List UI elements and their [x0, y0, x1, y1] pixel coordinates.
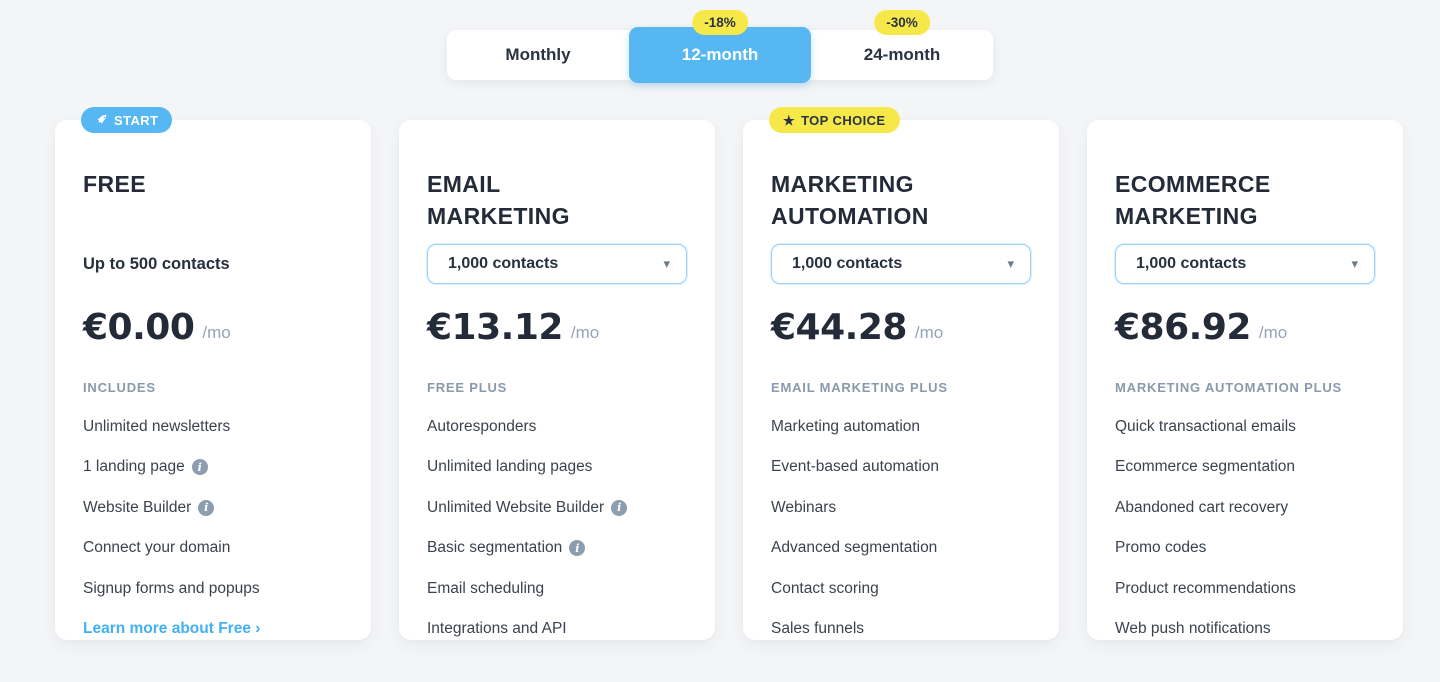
tab-monthly[interactable]: Monthly [447, 30, 629, 80]
feature-item: Quick transactional emails [1115, 417, 1296, 435]
feature-item: Promo codes [1115, 539, 1207, 556]
feature-item: Unlimited landing pages [427, 458, 593, 475]
features-header: INCLUDES [83, 380, 156, 395]
star-icon: ★ [783, 112, 796, 128]
feature-item: Event-based automation [771, 458, 940, 475]
tab-24-month-label: 24-month [863, 45, 941, 64]
feature-item: Abandoned cart recovery [1115, 498, 1289, 516]
feature-item: Marketing automation [771, 417, 921, 435]
features-header: FREE PLUS [427, 380, 508, 395]
feature-item: Basic segmentation i [427, 539, 687, 557]
feature-item: Web push notifications [1115, 620, 1271, 637]
feature-item: Unlimited Website Builder i [427, 499, 687, 517]
price-period: /mo [914, 323, 944, 342]
contacts-dropdown-value: 1,000 contacts [1136, 255, 1247, 272]
plan-title-line2: AUTOMATION [771, 203, 929, 229]
feature-item: Signup forms and popups [83, 579, 260, 597]
tab-12-month[interactable]: -18% 12-month [629, 10, 811, 83]
feature-link-item: Learn more about Free › [83, 620, 343, 638]
plan-card-email-marketing: EMAIL MARKETING 1,000 contacts ▾ €13.12 … [399, 120, 715, 640]
plan-title-line1: EMAIL [427, 171, 501, 197]
chevron-down-icon: ▾ [663, 256, 670, 271]
contacts-dropdown-value: 1,000 contacts [448, 255, 559, 272]
contacts-row: 1,000 contacts ▾ [1115, 244, 1375, 284]
chevron-down-icon: ▾ [1351, 256, 1358, 271]
chevron-down-icon: ▾ [1007, 256, 1014, 271]
contacts-dropdown[interactable]: 1,000 contacts ▾ [1115, 244, 1375, 284]
plan-title-line2: MARKETING [1115, 203, 1258, 229]
discount-badge-12-month: -18% [692, 10, 748, 35]
plan-card-free: START FREE Up to 500 contacts €0.00 /mo … [55, 107, 371, 640]
feature-item: Sales funnels [771, 620, 865, 637]
price-row: €13.12 /mo [427, 308, 687, 348]
billing-toggle-row: Monthly -18% 12-month -30% 24-month [0, 0, 1440, 83]
plan-title: EMAIL MARKETING [427, 168, 687, 234]
contacts-row: 1,000 contacts ▾ [427, 244, 687, 284]
price-row: €86.92 /mo [1115, 308, 1375, 348]
plan-price: €86.92 [1115, 307, 1251, 348]
plan-title-line1: ECOMMERCE [1115, 171, 1271, 197]
plan-title-line2: MARKETING [427, 203, 570, 229]
tab-12-month-label: 12-month [681, 45, 759, 64]
feature-item: Unlimited newsletters [83, 417, 231, 435]
feature-item: Connect your domain [83, 539, 231, 556]
feature-item: Advanced segmentation [771, 539, 938, 556]
learn-more-free-link[interactable]: Learn more about Free › [83, 620, 261, 637]
start-badge-label: START [114, 112, 159, 128]
feature-item: Integrations and API [427, 620, 567, 637]
plan-cards: START FREE Up to 500 contacts €0.00 /mo … [55, 107, 1440, 640]
info-icon[interactable]: i [569, 540, 586, 556]
plan-card-marketing-automation: ★ TOP CHOICE MARKETING AUTOMATION 1,000 … [743, 107, 1059, 640]
feature-item: Ecommerce segmentation [1115, 458, 1296, 475]
price-period: /mo [570, 323, 600, 342]
price-row: €0.00 /mo [83, 308, 343, 348]
features-header: MARKETING AUTOMATION PLUS [1115, 380, 1343, 395]
feature-item: Email scheduling [427, 579, 545, 597]
price-period: /mo [1258, 323, 1288, 342]
tab-24-month[interactable]: -30% 24-month [811, 10, 993, 80]
info-icon[interactable]: i [191, 459, 208, 475]
feature-item: Website Builder i [83, 499, 343, 517]
plan-title-line1: MARKETING [771, 171, 914, 197]
billing-toggle: Monthly -18% 12-month -30% 24-month [447, 10, 993, 83]
plan-card-ecommerce-marketing: ECOMMERCE MARKETING 1,000 contacts ▾ €86… [1087, 120, 1403, 640]
plan-title: FREE [83, 168, 343, 234]
features-list: Autoresponders Unlimited landing pages U… [427, 418, 687, 639]
start-badge: START [81, 107, 173, 133]
tab-monthly-label: Monthly [505, 45, 571, 64]
features-list: Marketing automation Event-based automat… [771, 418, 1031, 639]
info-icon[interactable]: i [611, 499, 628, 516]
contacts-dropdown[interactable]: 1,000 contacts ▾ [771, 244, 1031, 284]
feature-item: Product recommendations [1115, 579, 1296, 597]
price-period: /mo [202, 323, 231, 342]
contacts-row: Up to 500 contacts [83, 244, 343, 284]
contacts-limit-text: Up to 500 contacts [83, 254, 230, 273]
contacts-dropdown-value: 1,000 contacts [792, 255, 903, 272]
plan-price: €44.28 [771, 307, 907, 348]
feature-item: Webinars [771, 498, 837, 516]
plan-title: ECOMMERCE MARKETING [1115, 168, 1375, 234]
features-list: Unlimited newsletters 1 landing page i We… [83, 418, 343, 639]
plan-price: €0.00 [83, 307, 195, 348]
top-choice-badge-label: TOP CHOICE [801, 112, 886, 128]
plan-title: MARKETING AUTOMATION [771, 168, 1031, 234]
features-list: Quick transactional emails Ecommerce seg… [1115, 418, 1375, 639]
top-choice-badge: ★ TOP CHOICE [769, 107, 900, 133]
feature-item: Contact scoring [771, 579, 879, 597]
discount-badge-24-month: -30% [874, 10, 930, 35]
contacts-dropdown[interactable]: 1,000 contacts ▾ [427, 244, 687, 284]
plan-title-line1: FREE [83, 171, 146, 197]
price-row: €44.28 /mo [771, 308, 1031, 348]
feature-item: Autoresponders [427, 417, 537, 435]
plan-price: €13.12 [427, 307, 563, 348]
info-icon[interactable]: i [198, 499, 215, 516]
features-header: EMAIL MARKETING PLUS [771, 380, 948, 395]
rocket-icon [97, 113, 107, 124]
contacts-row: 1,000 contacts ▾ [771, 244, 1031, 284]
feature-item: 1 landing page i [83, 458, 343, 476]
